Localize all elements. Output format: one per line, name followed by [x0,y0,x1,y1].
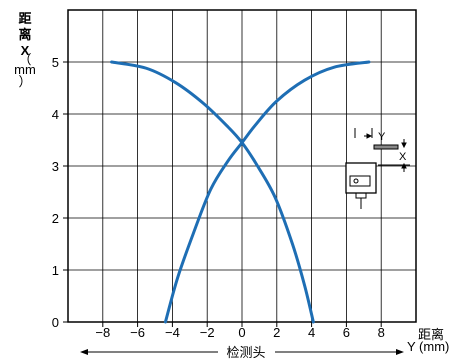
inset-sensor-mount [355,192,367,199]
y-axis-label-1: 距 [18,11,32,26]
y-axis-label-5: mm [14,62,36,77]
inset-y-label: Y [378,131,386,143]
x-tick-label: 2 [273,325,280,340]
y-axis-label-2: 离 [18,27,32,42]
ticks: −8 −6 −4 −2 0 2 4 6 8 0 1 2 3 4 5 [52,55,385,340]
inset-sensor-face [349,175,371,187]
y-tick-label: 5 [52,55,59,70]
inset-x-arrowhead-bottom [401,162,407,169]
curves [110,60,371,324]
y-tick-label: 1 [52,263,59,278]
grid [68,10,416,322]
inset-x-arrowhead-top [401,142,407,149]
x-axis-label-2: Y (mm) [407,339,450,354]
x-tick-label: 6 [343,325,350,340]
x-axis-label-1: 距离 [418,327,445,342]
inset-y-arrowhead [366,133,373,139]
x-tick-label: −8 [95,325,110,340]
x-tick-label: −2 [200,325,215,340]
inset-target-plate [373,144,399,150]
inset-sensor-led [353,178,359,184]
series-line-2 [163,60,371,324]
detector-arrow-left-head [80,349,88,355]
y-tick-label: 0 [52,315,59,330]
y-tick-label: 2 [52,211,59,226]
y-axis-label-4: （ [18,52,32,67]
inset-x-label: X [399,151,407,163]
inset-diagram: Y X [345,128,410,209]
detector-arrow: 检测头 [80,345,404,360]
y-axis-label-3: X [20,43,30,58]
detector-arrow-right-head [396,349,404,355]
x-tick-label: −4 [165,325,180,340]
series-line-1 [110,60,315,324]
x-tick-label: 8 [378,325,385,340]
x-tick-label: 4 [308,325,315,340]
y-tick-label: 3 [52,159,59,174]
x-tick-label: −6 [130,325,145,340]
detector-label: 检测头 [226,345,265,360]
y-tick-label: 4 [52,107,59,122]
inset-sensor-body [345,162,377,194]
x-tick-label: 0 [238,325,245,340]
y-axis-label-6: ） [18,74,32,89]
